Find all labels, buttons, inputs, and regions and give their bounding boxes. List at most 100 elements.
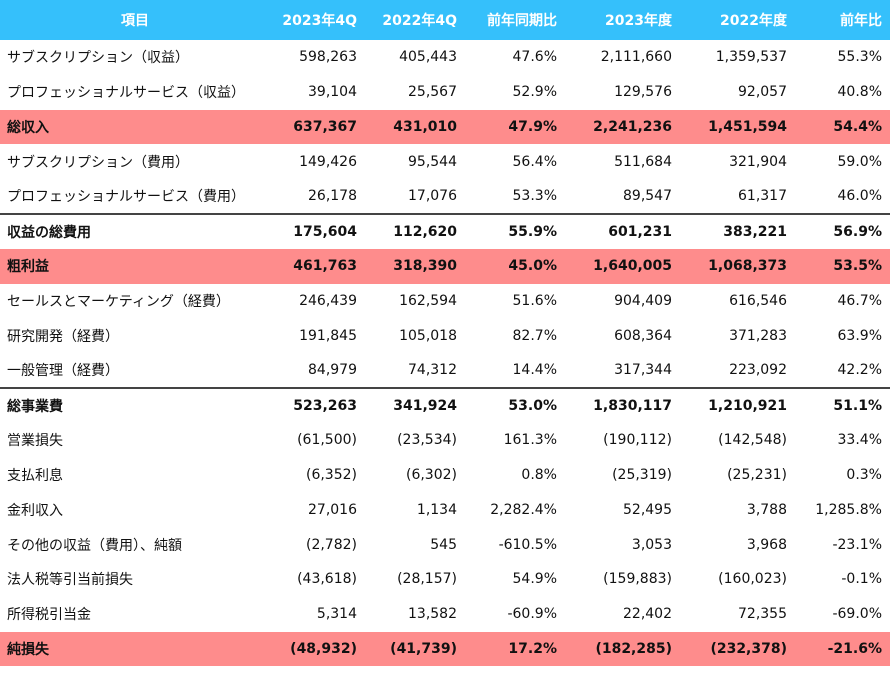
row-label: 純損失 xyxy=(7,641,49,658)
row-value: 82.7% xyxy=(512,327,557,344)
row-value: 321,904 xyxy=(729,153,787,170)
row-value: (43,618) xyxy=(297,571,357,588)
row-value: 61,317 xyxy=(738,188,787,205)
row-value: (2,782) xyxy=(305,536,357,553)
row-label: 支払利息 xyxy=(7,467,63,484)
table-row: 粗利益 461,763 318,390 45.0% 1,640,005 1,068,373… xyxy=(0,248,890,284)
row-value: (232,378) xyxy=(710,640,787,657)
row-value: 2,111,660 xyxy=(600,49,672,66)
table-row: サブスクリプション（収益） 598,263 405,443 47.6% 2,111,66… xyxy=(0,40,890,75)
row-value: 53.5% xyxy=(833,258,882,275)
row-value: 47.6% xyxy=(512,49,557,66)
row-value: 53.3% xyxy=(512,188,557,205)
header-label: 項目 xyxy=(121,13,149,29)
row-value: 52.9% xyxy=(512,84,557,101)
table-row: 法人税等引当前損失 (43,618) (28,157) 54.9% (159,883) (… xyxy=(0,562,890,597)
row-value: (41,739) xyxy=(390,640,457,657)
table-row: 総事業費 523,263 341,924 53.0% 1,830,117 1,210,92… xyxy=(0,386,890,423)
row-value: 25,567 xyxy=(408,84,457,101)
row-value: 47.9% xyxy=(508,118,557,135)
row-value: 3,788 xyxy=(746,501,787,518)
table-row: 純損失 (48,932) (41,739) 17.2% (182,285) (232,37… xyxy=(0,631,890,667)
row-value: 5,314 xyxy=(316,606,357,623)
row-value: 461,763 xyxy=(293,258,357,275)
row-value: 51.1% xyxy=(795,386,890,423)
row-label: 総収入 xyxy=(7,119,49,136)
row-value: 45.0% xyxy=(508,258,557,275)
row-value: (182,285) xyxy=(595,640,672,657)
row-value: 1,210,921 xyxy=(680,386,795,423)
table-row: プロフェッショナルサービス（費用） 26,178 17,076 53.3% 89,547… xyxy=(0,179,890,214)
row-value: (48,932) xyxy=(290,640,357,657)
table-row: 研究開発（経費） 191,845 105,018 82.7% 608,364 371,28… xyxy=(0,318,890,353)
row-value: -69.0% xyxy=(832,606,882,623)
row-value: (28,157) xyxy=(397,571,457,588)
row-value: 56.4% xyxy=(512,153,557,170)
row-label: 総事業費 xyxy=(0,386,270,423)
row-label: その他の収益（費用）、純額 xyxy=(7,537,182,554)
row-value: 72,355 xyxy=(738,606,787,623)
row-value: 318,390 xyxy=(393,258,457,275)
row-value: 191,845 xyxy=(299,327,357,344)
row-label: 金利収入 xyxy=(7,502,63,519)
row-value: 1,640,005 xyxy=(593,258,672,275)
table-row: セールスとマーケティング（経費） 246,439 162,594 51.6% 904,4… xyxy=(0,284,890,319)
row-value: 26,178 xyxy=(308,188,357,205)
row-value: 92,057 xyxy=(738,84,787,101)
row-value: 511,684 xyxy=(614,153,672,170)
row-value: 89,547 xyxy=(623,188,672,205)
table-row: 営業損失 (61,500) (23,534) 161.3% (190,112) (142,… xyxy=(0,423,890,458)
row-value: 17.2% xyxy=(508,640,557,657)
row-value: 40.8% xyxy=(837,84,882,101)
table-body: サブスクリプション（収益） 598,263 405,443 47.6% 2,111,66… xyxy=(0,40,890,667)
row-value: 112,620 xyxy=(365,212,465,249)
row-value: 0.3% xyxy=(846,466,882,483)
row-value: (6,352) xyxy=(305,466,357,483)
row-value: 545 xyxy=(430,536,457,553)
row-value: 341,924 xyxy=(365,386,465,423)
row-value: 1,134 xyxy=(416,501,457,518)
header-col-2023-4q: 2023年4Q xyxy=(282,13,357,29)
row-label: 所得税引当金 xyxy=(7,607,91,624)
row-value: -60.9% xyxy=(507,606,557,623)
row-value: 105,018 xyxy=(399,327,457,344)
row-label: 法人税等引当前損失 xyxy=(7,572,133,589)
row-label: サブスクリプション（費用） xyxy=(7,154,189,171)
table-row: 所得税引当金 5,314 13,582 -60.9% 22,402 72,355 -69.0… xyxy=(0,597,890,632)
row-value: 904,409 xyxy=(614,292,672,309)
row-value: 59.0% xyxy=(837,153,882,170)
row-value: (6,302) xyxy=(405,466,457,483)
row-value: 405,443 xyxy=(399,49,457,66)
row-label: プロフェッショナルサービス（収益） xyxy=(7,85,245,102)
row-value: 46.0% xyxy=(837,188,882,205)
row-value: 601,231 xyxy=(565,212,680,249)
table-row: 一般管理（経費） 84,979 74,312 14.4% 317,344 223,092 4… xyxy=(0,353,890,388)
row-value: 51.6% xyxy=(512,292,557,309)
table-row: サブスクリプション（費用） 149,426 95,544 56.4% 511,684 32… xyxy=(0,144,890,179)
row-value: 3,053 xyxy=(631,536,672,553)
row-value: 54.4% xyxy=(833,118,882,135)
row-value: 598,263 xyxy=(299,49,357,66)
row-value: 46.7% xyxy=(837,292,882,309)
row-value: 13,582 xyxy=(408,606,457,623)
row-value: 637,367 xyxy=(293,118,357,135)
row-value: 54.9% xyxy=(512,571,557,588)
row-value: 383,221 xyxy=(680,212,795,249)
row-value: -21.6% xyxy=(827,640,882,657)
row-value: 608,364 xyxy=(614,327,672,344)
row-value: 84,979 xyxy=(308,362,357,379)
row-value: 162,594 xyxy=(399,292,457,309)
row-value: 246,439 xyxy=(299,292,357,309)
row-value: 33.4% xyxy=(837,432,882,449)
row-value: 161.3% xyxy=(503,432,557,449)
header-col-yoy-year: 前年比 xyxy=(840,13,882,29)
row-value: 17,076 xyxy=(408,188,457,205)
header-row: 項目 2023年4Q 2022年4Q 前年同期比 2023年度 2022年度 前… xyxy=(0,0,890,40)
table-row: 総収入 637,367 431,010 47.9% 2,241,236 1,451,594… xyxy=(0,109,890,145)
row-value: (25,319) xyxy=(612,466,672,483)
row-value: 371,283 xyxy=(729,327,787,344)
row-value: 1,068,373 xyxy=(708,258,787,275)
table-row: 金利収入 27,016 1,134 2,282.4% 52,495 3,788 1,285.… xyxy=(0,492,890,527)
row-value: 317,344 xyxy=(614,362,672,379)
